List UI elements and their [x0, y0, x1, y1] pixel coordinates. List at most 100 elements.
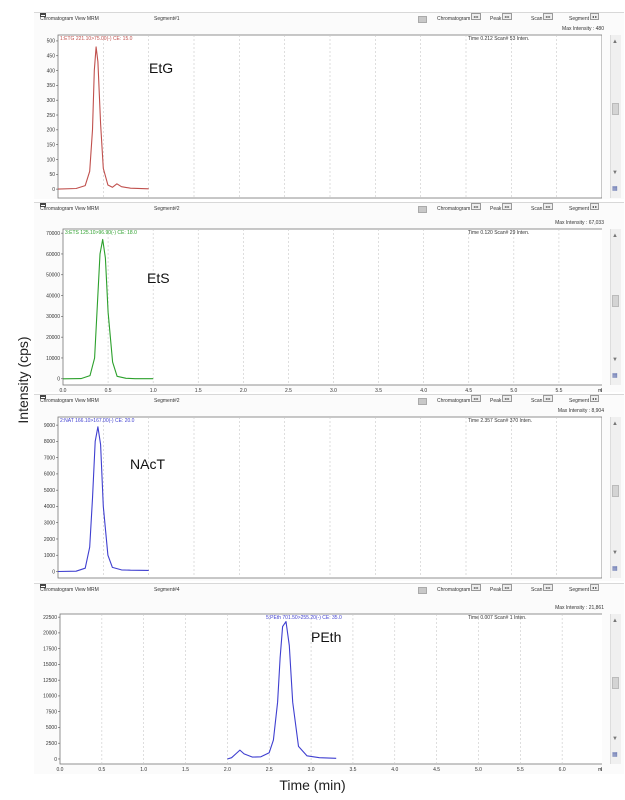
prev-next-arrows-icon[interactable]: ◂ ▸ — [590, 395, 600, 402]
zoom-tools-icon[interactable]: ▦ — [612, 752, 618, 758]
zoom-tools-icon[interactable]: ▦ — [612, 373, 618, 379]
vertical-scrollbar[interactable]: ▲ ▼ ▦ — [610, 35, 621, 198]
chromatogram-plot: 0.00.51.01.52.02.53.03.54.04.55.05.56.0m… — [47, 34, 602, 199]
panel-header: Chromatogram View MRM Segment#4 Chromatogr… — [34, 584, 624, 597]
zoom-tools-icon[interactable]: ▦ — [612, 186, 618, 192]
prev-next-arrows-icon[interactable]: ◂ ▸ — [590, 584, 600, 591]
max-intensity-readout: Max Intensity : 480 — [562, 26, 604, 32]
y-tick-label: 5000 — [46, 725, 57, 731]
peak-nav[interactable]: Peak ◂ ▸ — [490, 203, 512, 212]
peak-nav[interactable]: Peak ◂ ▸ — [490, 395, 512, 404]
x-tick-label: 0.5 — [105, 388, 112, 392]
x-tick-label: 0.0 — [57, 767, 64, 773]
prev-next-arrows-icon[interactable]: ◂ ▸ — [543, 203, 553, 210]
prev-next-arrows-icon[interactable]: ◂ ▸ — [502, 203, 512, 210]
prev-next-arrows-icon[interactable]: ◂ ▸ — [471, 584, 481, 591]
prev-next-arrows-icon[interactable]: ◂ ▸ — [543, 584, 553, 591]
view-toggle-button[interactable] — [418, 16, 427, 23]
x-tick-label: 2.5 — [266, 767, 273, 773]
y-tick-label: 8000 — [44, 439, 55, 445]
scroll-up-icon[interactable]: ▲ — [612, 421, 618, 427]
y-tick-label: 70000 — [46, 231, 60, 237]
view-mode-label: Chromatogram View MRM — [40, 587, 99, 593]
y-tick-label: 12500 — [43, 678, 57, 684]
y-tick-label: 50000 — [46, 273, 60, 279]
segment-nav[interactable]: Segment ◂ ▸ — [569, 584, 600, 593]
y-tick-label: 30000 — [46, 314, 60, 320]
y-tick-label: 2000 — [44, 537, 55, 543]
scroll-thumb[interactable] — [612, 295, 619, 307]
vertical-scrollbar[interactable]: ▲ ▼ ▦ — [610, 417, 621, 578]
prev-next-arrows-icon[interactable]: ◂ ▸ — [502, 13, 512, 20]
chromatogram-nav[interactable]: Chromatogram ◂ ▸ — [437, 13, 481, 22]
cursor-readout: Time 0.120 Scan# 29 Inten. — [468, 230, 529, 236]
x-tick-label: 4.5 — [433, 767, 440, 773]
segment-nav[interactable]: Segment ◂ ▸ — [569, 203, 600, 212]
view-title: Chromatogram View MRM — [40, 13, 99, 26]
prev-next-arrows-icon[interactable]: ◂ ▸ — [471, 13, 481, 20]
y-tick-label: 20000 — [43, 631, 57, 637]
prev-next-arrows-icon[interactable]: ◂ ▸ — [543, 395, 553, 402]
scroll-down-icon[interactable]: ▼ — [612, 550, 618, 556]
y-tick-label: 3000 — [44, 521, 55, 527]
scroll-down-icon[interactable]: ▼ — [612, 170, 618, 176]
scroll-thumb[interactable] — [612, 103, 619, 115]
compound-annotation: EtG — [149, 60, 173, 76]
vertical-scrollbar[interactable]: ▲ ▼ ▦ — [610, 229, 621, 385]
view-mode-label: Chromatogram View MRM — [40, 206, 99, 212]
x-tick-label: 6.0 — [559, 767, 566, 773]
scan-nav[interactable]: Scan ◂ ▸ — [531, 203, 553, 212]
x-tick-label: 4.0 — [391, 767, 398, 773]
scroll-thumb[interactable] — [612, 677, 619, 689]
scroll-up-icon[interactable]: ▲ — [612, 233, 618, 239]
prev-next-arrows-icon[interactable]: ◂ ▸ — [471, 203, 481, 210]
view-toggle-button[interactable] — [418, 206, 427, 213]
prev-next-arrows-icon[interactable]: ◂ ▸ — [543, 13, 553, 20]
x-tick-label: 0.0 — [60, 388, 67, 392]
chromatogram-nav[interactable]: Chromatogram ◂ ▸ — [437, 395, 481, 404]
x-tick-label: 2.5 — [285, 388, 292, 392]
x-tick-label: 5.0 — [510, 388, 517, 392]
segment-nav[interactable]: Segment ◂ ▸ — [569, 395, 600, 404]
prev-next-arrows-icon[interactable]: ◂ ▸ — [590, 203, 600, 210]
scan-nav[interactable]: Scan ◂ ▸ — [531, 395, 553, 404]
zoom-tools-icon[interactable]: ▦ — [612, 566, 618, 572]
trace-label: 2:NAT 166.10>167.00(-) CE: 20.0 — [60, 418, 135, 424]
scroll-up-icon[interactable]: ▲ — [612, 618, 618, 624]
max-intensity-readout: Max Intensity : 8,904 — [557, 408, 604, 414]
segment-nav[interactable]: Segment ◂ ▸ — [569, 13, 600, 22]
window-icon — [40, 395, 46, 399]
prev-next-arrows-icon[interactable]: ◂ ▸ — [502, 584, 512, 591]
prev-next-arrows-icon[interactable]: ◂ ▸ — [590, 13, 600, 20]
prev-next-arrows-icon[interactable]: ◂ ▸ — [471, 395, 481, 402]
y-tick-label: 17500 — [43, 646, 57, 652]
segment-label: Segment#1 — [154, 16, 180, 22]
prev-next-arrows-icon[interactable]: ◂ ▸ — [502, 395, 512, 402]
y-tick-label: 100 — [47, 157, 56, 163]
chromatogram-nav[interactable]: Chromatogram ◂ ▸ — [437, 203, 481, 212]
x-tick-label: 3.0 — [308, 767, 315, 773]
scroll-up-icon[interactable]: ▲ — [612, 39, 618, 45]
view-toggle-button[interactable] — [418, 587, 427, 594]
compound-annotation: EtS — [147, 270, 170, 286]
compound-annotation: PEth — [311, 629, 341, 645]
x-tick-label: 4.0 — [420, 388, 427, 392]
scroll-down-icon[interactable]: ▼ — [612, 357, 618, 363]
view-title: Chromatogram View MRM — [40, 395, 99, 408]
y-tick-label: 10000 — [46, 356, 60, 362]
peak-nav[interactable]: Peak ◂ ▸ — [490, 13, 512, 22]
scan-nav[interactable]: Scan ◂ ▸ — [531, 584, 553, 593]
scroll-thumb[interactable] — [612, 485, 619, 497]
view-toggle-button[interactable] — [418, 398, 427, 405]
peak-nav[interactable]: Peak ◂ ▸ — [490, 584, 512, 593]
scroll-down-icon[interactable]: ▼ — [612, 736, 618, 742]
vertical-scrollbar[interactable]: ▲ ▼ ▦ — [610, 614, 621, 764]
panel-header: Chromatogram View MRM Segment#1 Chromatogr… — [34, 13, 624, 26]
x-tick-label: 4.5 — [465, 388, 472, 392]
scan-nav[interactable]: Scan ◂ ▸ — [531, 13, 553, 22]
chromatogram-nav[interactable]: Chromatogram ◂ ▸ — [437, 584, 481, 593]
y-tick-label: 2500 — [46, 741, 57, 747]
cursor-readout: Time 0.212 Scan# 53 Inten. — [468, 36, 529, 42]
window-icon — [40, 13, 46, 17]
y-tick-label: 1000 — [44, 553, 55, 559]
